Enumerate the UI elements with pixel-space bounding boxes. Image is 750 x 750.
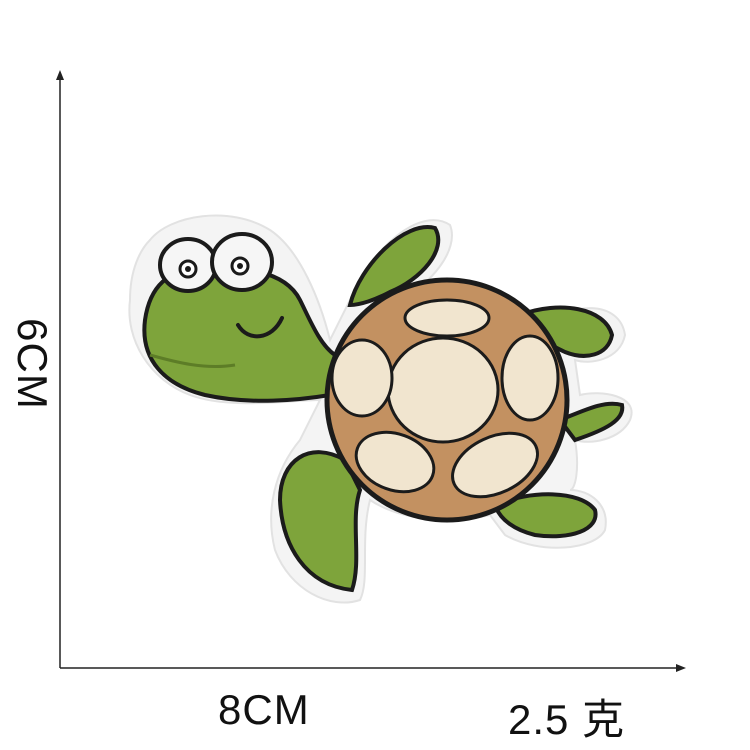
front-flipper-top xyxy=(347,225,441,308)
cheek xyxy=(149,353,236,369)
left-pupil-center xyxy=(185,266,191,272)
shell-spot-bottom-right xyxy=(451,431,539,499)
back-flipper-bottom xyxy=(492,492,598,539)
shell-spots xyxy=(330,298,560,499)
vertical-axis-arrow xyxy=(56,70,64,80)
shell-spot-left xyxy=(330,338,394,418)
tail xyxy=(556,401,625,443)
shell-spot-bottom-left xyxy=(354,430,436,494)
shell-spot-right xyxy=(500,334,560,422)
height-label: 6CM xyxy=(9,318,56,410)
smile xyxy=(236,316,284,339)
turtle-head xyxy=(142,266,338,403)
shell-spot-top xyxy=(403,298,491,338)
width-label: 8CM xyxy=(218,686,310,733)
front-flipper-bottom xyxy=(277,450,363,593)
horizontal-axis-arrow xyxy=(676,664,686,672)
shell-spot-center xyxy=(386,336,500,444)
right-pupil-center xyxy=(237,263,243,269)
weight-label: 2.5 克 xyxy=(508,696,626,743)
